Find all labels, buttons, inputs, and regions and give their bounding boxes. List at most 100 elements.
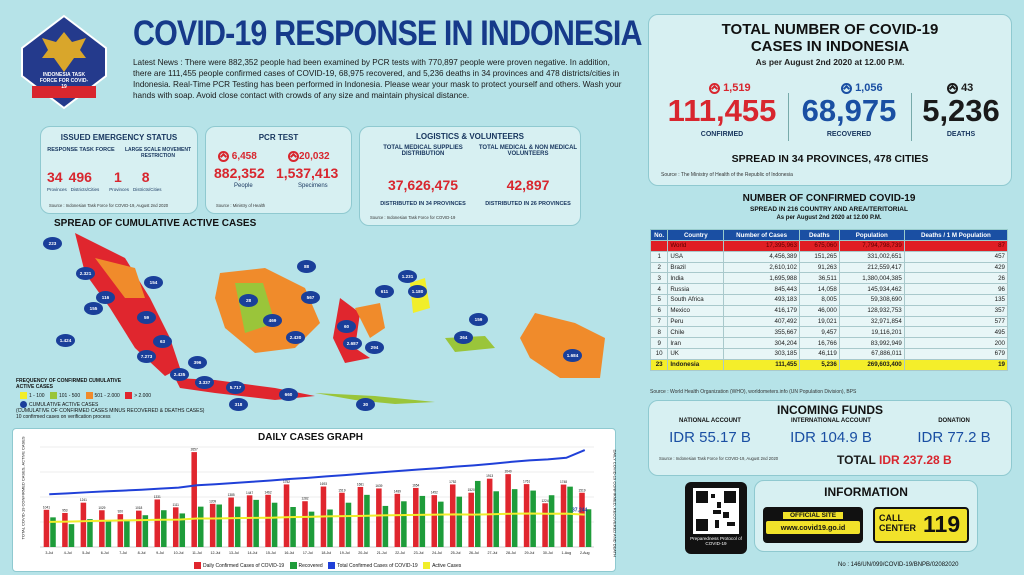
recovered-bar	[345, 502, 352, 547]
official-site-button[interactable]: OFFICIAL SITE www.covid19.go.id	[763, 507, 863, 543]
x-tick-label: 14-Jul	[247, 551, 257, 555]
national-value: IDR 55.17 B	[669, 429, 751, 446]
table-cell: Chile	[667, 326, 725, 339]
table-cell: 151,265	[798, 250, 840, 263]
active-cases-bubble: 154	[144, 276, 163, 289]
recovered-bar	[290, 507, 296, 547]
x-tick-label: 28-Jul	[506, 551, 516, 555]
daily-confirmed-bar	[265, 494, 271, 547]
table-cell: 493,183	[723, 293, 800, 306]
official-site-label: OFFICIAL SITE	[783, 512, 843, 519]
table-row: 8 Chile 355,667 9,457 19,116,201 495	[649, 326, 1009, 339]
recovered-bar	[124, 519, 130, 547]
daily-confirmed-bar	[117, 514, 124, 547]
daily-confirmed-data-label: 2657	[191, 448, 198, 452]
funds-panel: INCOMING FUNDS NATIONAL ACCOUNT INTERNAT…	[648, 400, 1012, 476]
table-cell: India	[667, 272, 725, 285]
daily-confirmed-data-label: 1761	[523, 480, 530, 484]
table-header: Deaths / 1 M Population	[903, 229, 1009, 241]
table-cell: Peru	[667, 315, 725, 328]
pcr-people-value: 882,352	[214, 165, 265, 181]
active-cases-bubble: 155	[84, 302, 103, 315]
active-cases-dot-icon	[20, 401, 27, 408]
restriction-label: LARGE SCALE MOVEMENT RESTRICTION	[124, 147, 192, 159]
recovered-bar	[68, 524, 75, 547]
recovered-bar	[438, 501, 444, 547]
recovered-bar	[327, 509, 333, 547]
daily-confirmed-data-label: 1519	[578, 488, 585, 492]
up-arrow-icon	[947, 82, 958, 94]
daily-confirmed-bar	[99, 510, 105, 547]
active-cases-bubble: 364	[454, 331, 473, 344]
chart-title: DAILY CASES GRAPH	[258, 432, 364, 443]
pcr-specimens-value: 1,537,413	[276, 165, 339, 181]
pcr-people-label: People	[234, 183, 253, 189]
qr-code[interactable]: Preparedness Protocol of COVID-19	[685, 482, 747, 554]
x-tick-label: 15-Jul	[266, 551, 276, 555]
daily-confirmed-data-label: 953	[62, 508, 68, 512]
daily-confirmed-data-label: 1639	[375, 484, 382, 488]
recovered-bar	[548, 495, 555, 547]
table-cell: Mexico	[667, 304, 725, 317]
table-cell: 19	[903, 358, 1009, 371]
active-cases-bubble: 1.231	[398, 270, 417, 283]
legend-swatch-active	[423, 562, 431, 569]
emergency-districts-label: Districts/Cities	[70, 187, 100, 192]
legend-swatch-total	[328, 562, 336, 569]
legend-item: 101 - 500	[58, 392, 81, 399]
x-tick-label: 2-Aug	[580, 551, 590, 555]
footer-number: No : 146/UN/099/COVID-19/BNPB/02082020	[838, 562, 959, 568]
daily-confirmed-bar	[579, 492, 585, 547]
restriction-districts-label: Districts/Cities	[133, 187, 162, 192]
table-header: Population	[838, 229, 905, 241]
call-label: CALL	[879, 513, 903, 523]
table-cell: 67,886,011	[838, 347, 905, 360]
legend-swatch-orange	[85, 392, 93, 399]
x-tick-label: 6-Jul	[101, 551, 109, 555]
x-tick-label: 5-Jul	[82, 551, 90, 555]
table-cell: 16,766	[798, 337, 840, 349]
recovered-value: 68,975	[801, 93, 897, 128]
table-cell: 675,060	[798, 240, 840, 252]
emergency-source: Source : Indonesian Task Force for COVID…	[49, 203, 169, 208]
daily-confirmed-data-label: 1752	[449, 480, 456, 484]
totals-panel: TOTAL NUMBER OF COVID-19 CASES IN INDONE…	[648, 14, 1012, 186]
restriction-provinces-label: Provinces	[109, 187, 130, 192]
x-tick-label: 23-Jul	[414, 551, 424, 555]
daily-confirmed-bar	[376, 488, 382, 547]
daily-confirmed-data-label: 1018	[135, 506, 142, 510]
table-cell: 87	[903, 240, 1009, 252]
daily-confirmed-data-label: 1520	[468, 488, 475, 492]
legend-item: > 2.000	[134, 392, 152, 399]
totals-title-2: CASES IN INDONESIA	[750, 38, 910, 55]
world-title: NUMBER OF CONFIRMED COVID-19	[742, 193, 916, 204]
active-cases-bubble: 1.684	[563, 349, 582, 362]
daily-confirmed-data-label: 1241	[80, 498, 87, 502]
table-cell: 135	[903, 293, 1009, 306]
x-tick-label: 20-Jul	[358, 551, 368, 555]
table-cell: 23	[649, 358, 669, 371]
world-subtitle: SPREAD IN 216 COUNTRY AND AREA/TERITORIA…	[750, 206, 908, 213]
daily-confirmed-data-label: 1282	[301, 497, 308, 501]
table-row: 1 USA 4,456,389 151,265 331,002,651 457	[649, 250, 1009, 263]
daily-confirmed-bar	[449, 484, 456, 547]
up-arrow-icon	[841, 82, 852, 94]
recovered-bar	[216, 504, 222, 547]
recovered-bar	[253, 499, 259, 547]
active-cases-bubble: 2.435	[170, 368, 189, 381]
info-panel: INFORMATION OFFICIAL SITE www.covid19.go…	[754, 480, 978, 552]
daily-confirmed-data-label: 920	[118, 510, 124, 514]
table-cell: 357	[903, 304, 1009, 317]
confirmed-increase: 1,519	[723, 82, 751, 94]
table-cell: 1,380,004,385	[838, 272, 905, 285]
active-cases-bubble: 469	[263, 314, 282, 327]
map-title: SPREAD OF CUMULATIVE ACTIVE CASES	[54, 218, 257, 229]
x-tick-label: 21-Jul	[377, 551, 387, 555]
call-center-button[interactable]: CALL CENTER 119	[873, 507, 969, 543]
table-row: 2 Brazil 2,610,102 91,263 212,559,417 429	[649, 261, 1009, 274]
legend-note-3: 10 confirmed cases on verification proce…	[16, 414, 111, 420]
totals-title-1: TOTAL NUMBER OF COVID-19	[721, 21, 939, 38]
chart-legend: Daily Confirmed Cases of COVID-19 Recove…	[190, 562, 461, 569]
table-cell: 8,005	[798, 293, 840, 306]
daily-confirmed-bar	[191, 452, 197, 547]
